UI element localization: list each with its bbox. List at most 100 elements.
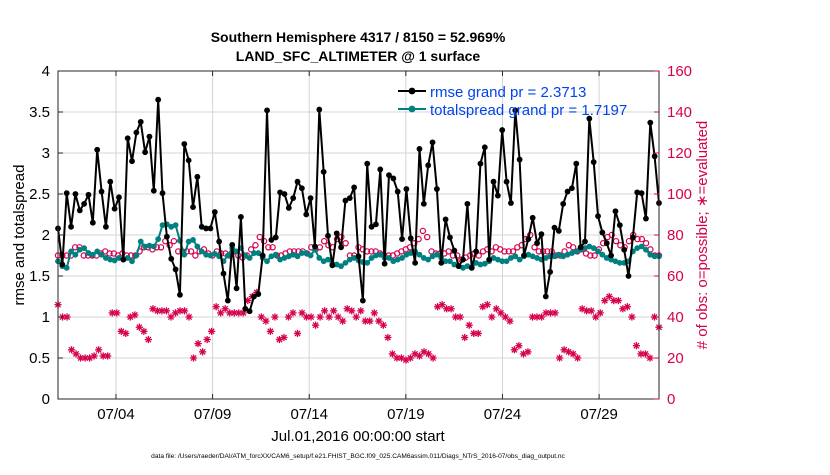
- rmse-point: [512, 107, 519, 114]
- rmse-point: [551, 224, 558, 231]
- rmse-point: [346, 195, 353, 202]
- totalspread-point: [333, 261, 340, 268]
- obs-evaluated-point: [189, 354, 198, 362]
- totalspread-point: [346, 256, 353, 263]
- rmse-point: [394, 188, 401, 195]
- x-axis-label: Jul.01,2016 00:00:00 start: [271, 428, 445, 445]
- rmse-point: [516, 156, 523, 163]
- obs-evaluated-point: [131, 311, 139, 319]
- totalspread-point: [399, 255, 405, 261]
- obs-evaluated-point: [465, 321, 473, 329]
- totalspread-point: [185, 238, 192, 245]
- totalspread-point: [386, 255, 392, 261]
- totalspread-point: [447, 258, 453, 265]
- rmse-point: [255, 291, 262, 297]
- obs-evaluated-stroke: [199, 348, 206, 355]
- rmse-point: [651, 153, 658, 160]
- rmse-point: [586, 115, 593, 122]
- obs-evaluated-point: [311, 321, 320, 329]
- totalspread-point: [94, 248, 101, 255]
- rmse-point: [111, 205, 118, 212]
- rmse-point: [107, 178, 114, 185]
- obs-evaluated-stroke: [502, 313, 509, 321]
- obs-evaluated-stroke: [158, 307, 165, 314]
- rmse-point: [277, 189, 284, 196]
- totalspread-point: [242, 252, 249, 259]
- y-tick-label-right: 0: [667, 391, 675, 408]
- obs-evaluated-point: [271, 313, 279, 321]
- rmse-point: [451, 247, 458, 254]
- rmse-point: [81, 200, 88, 207]
- obs-possible-point: [475, 252, 482, 259]
- obs-evaluated-point: [289, 309, 297, 317]
- obs-evaluated-stroke: [610, 297, 617, 304]
- obs-evaluated-stroke: [357, 307, 364, 314]
- obs-evaluated-point: [235, 309, 243, 317]
- rmse-point: [616, 222, 623, 229]
- obs-evaluated-stroke: [542, 309, 550, 316]
- obs-evaluated-point: [348, 307, 356, 315]
- obs-evaluated-stroke: [303, 313, 310, 321]
- obs-evaluated-stroke: [104, 352, 111, 360]
- rmse-point: [268, 237, 275, 243]
- rmse-point: [481, 144, 488, 151]
- totalspread-point: [290, 251, 297, 258]
- y-tick-label-left: 1.5: [29, 268, 50, 285]
- obs-evaluated-stroke: [430, 354, 437, 362]
- obs-evaluated-stroke: [646, 354, 654, 362]
- obs-evaluated-stroke: [439, 301, 446, 308]
- y-tick-label-left: 0: [42, 391, 50, 408]
- rmse-point: [242, 305, 249, 312]
- rmse-point: [477, 160, 484, 167]
- obs-evaluated-stroke: [588, 307, 595, 314]
- totalspread-point: [190, 237, 196, 243]
- rmse-point: [298, 185, 305, 192]
- obs-evaluated-stroke: [181, 307, 188, 314]
- rmse-point: [508, 200, 514, 206]
- totalspread-point: [142, 243, 149, 250]
- obs-possible-point: [638, 235, 646, 243]
- totalspread-point: [560, 253, 567, 260]
- rmse-point: [264, 107, 270, 114]
- obs-evaluated-stroke: [176, 307, 184, 314]
- totalspread-point: [116, 255, 122, 261]
- y-tick-label-right: 20: [667, 350, 684, 367]
- rmse-point: [377, 166, 384, 173]
- obs-evaluated-stroke: [91, 352, 98, 360]
- rmse-point: [94, 146, 101, 153]
- rmse-point: [403, 186, 410, 192]
- obs-evaluated-point: [280, 333, 288, 342]
- obs-evaluated-stroke: [321, 307, 328, 314]
- totalspread-point: [146, 242, 153, 249]
- x-tick-label: 07/14: [290, 406, 328, 423]
- totalspread-point: [481, 260, 488, 267]
- totalspread-point: [403, 251, 410, 258]
- obs-evaluated-stroke: [307, 313, 315, 321]
- totalspread-point: [129, 258, 135, 265]
- x-tick-label: 07/09: [194, 406, 232, 423]
- rmse-point: [155, 96, 162, 103]
- obs-evaluated-stroke: [163, 307, 170, 314]
- obs-evaluated-stroke: [637, 350, 644, 357]
- totalspread-point: [582, 245, 588, 252]
- obs-evaluated-stroke: [457, 313, 464, 321]
- obs-evaluated-stroke: [73, 350, 80, 357]
- rmse-point: [238, 214, 244, 220]
- obs-evaluated-point: [384, 333, 392, 342]
- obs-evaluated-stroke: [583, 307, 590, 314]
- obs-evaluated-stroke: [100, 352, 107, 360]
- obs-evaluated-point: [524, 348, 532, 356]
- totalspread-point: [103, 255, 109, 261]
- y-tick-label-left: 4: [42, 63, 50, 80]
- rmse-point: [564, 188, 571, 195]
- totalspread-point: [211, 250, 218, 257]
- obs-evaluated-point: [140, 327, 148, 335]
- rmse-point: [98, 188, 105, 195]
- totalspread-point: [442, 258, 449, 265]
- rmse-point: [63, 190, 70, 197]
- rmse-point: [599, 229, 606, 236]
- totalspread-point: [81, 245, 88, 252]
- totalspread-point: [255, 250, 262, 256]
- rmse-point: [534, 240, 540, 247]
- rmse-point: [281, 191, 288, 197]
